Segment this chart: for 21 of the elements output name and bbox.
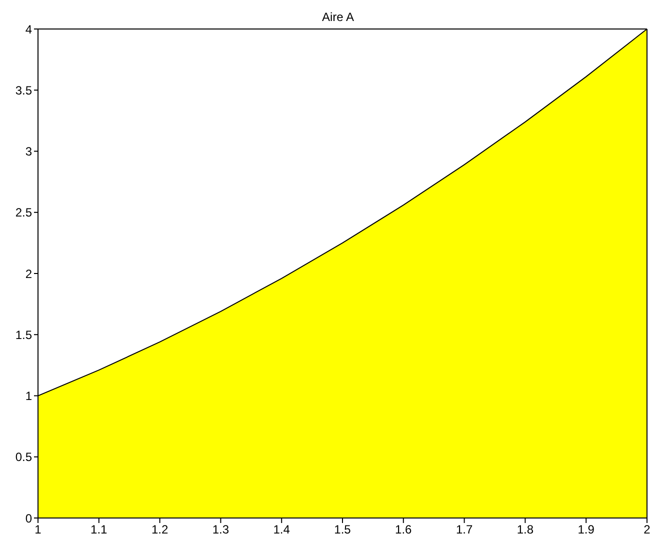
x-tick-label: 1.1: [90, 522, 108, 537]
y-tick-label: 2.5: [15, 206, 32, 220]
x-tick-label: 2: [644, 522, 651, 537]
x-tick-label: 1.9: [578, 522, 595, 537]
chart-title: Aire A: [320, 10, 355, 24]
x-tick-label: 1: [34, 522, 42, 537]
x-tick-label: 1.8: [516, 522, 534, 537]
y-tick-label: 1.5: [15, 328, 32, 342]
x-tick-label: 1.4: [273, 522, 290, 537]
y-tick-label: 4: [25, 22, 32, 36]
y-tick-label: 2: [25, 266, 32, 281]
y-tick-label: 1: [25, 389, 32, 404]
x-tick-label: 1.7: [456, 522, 473, 537]
y-tick-label: 3.5: [15, 83, 32, 98]
x-tick-label: 1.6: [395, 522, 412, 537]
x-tick-label: 1.3: [212, 522, 230, 537]
x-tick-label: 1.5: [334, 522, 352, 537]
y-tick-label: 0.5: [15, 450, 32, 464]
x-tick-label: 1.2: [151, 522, 168, 537]
y-tick-label: 3: [25, 144, 32, 159]
y-tick-label: 0: [25, 511, 32, 526]
